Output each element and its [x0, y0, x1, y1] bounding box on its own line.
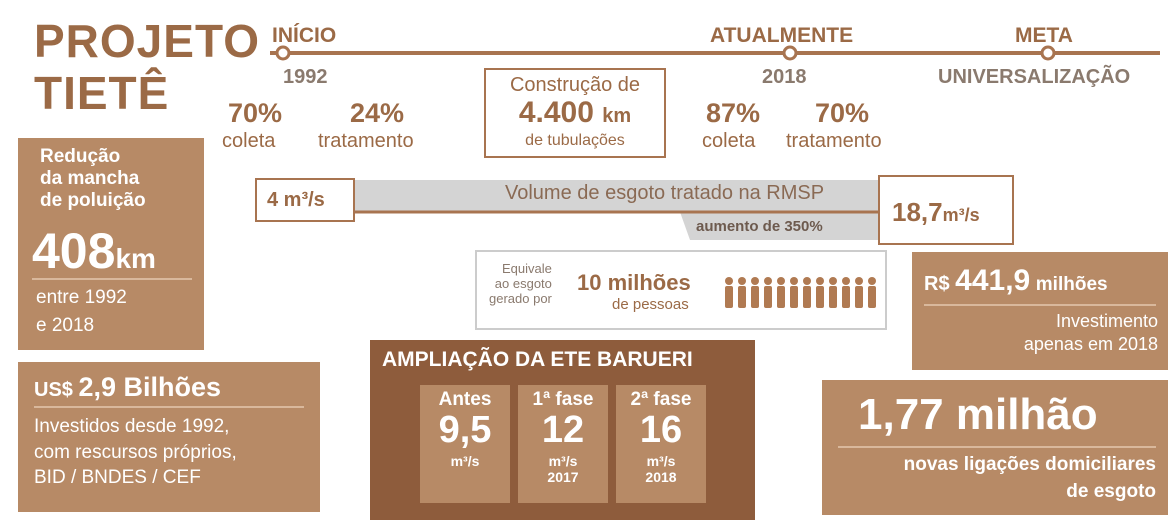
phase-year: 2017: [547, 469, 579, 485]
volume-end-box: 18,7m³/s: [878, 175, 1014, 245]
stat-label: tratamento: [786, 130, 882, 152]
equivalence-value: 10 milhões: [577, 270, 691, 295]
investment-2018-unit: milhões: [1035, 274, 1108, 295]
pollution-box: Redução da mancha de poluição 408km entr…: [18, 138, 204, 350]
phase-unit: m³/s: [450, 453, 480, 469]
phase-label: 2ª fase: [630, 389, 692, 410]
phase-label: Antes: [438, 389, 492, 410]
investment-line: BID / BNDES / CEF: [34, 467, 201, 489]
phase-unit: m³/s: [548, 453, 578, 469]
pollution-period: entre 1992 e 2018: [36, 284, 127, 339]
timeline-label: INÍCIO: [272, 24, 337, 47]
connections-box: 1,77 milhão novas ligações domiciliares …: [822, 380, 1168, 515]
phase-value: 16: [639, 409, 683, 451]
timeline-label: ATUALMENTE: [710, 24, 854, 47]
construction-value: 4.400: [518, 96, 594, 129]
volume-end-value: 18,7: [892, 197, 943, 227]
phase-label: 1ª fase: [532, 389, 594, 410]
pollution-line: de poluição: [40, 189, 146, 211]
timeline-year: UNIVERSALIZAÇÃO: [938, 66, 1131, 88]
timeline-graphic: [270, 45, 1160, 61]
stat-value: 70%: [228, 98, 283, 128]
stat-label: coleta: [702, 130, 756, 152]
connections-text: novas ligações domiciliares de esgoto: [904, 452, 1156, 505]
volume-start: 4 m³/s: [267, 189, 325, 211]
construction-top: Construção de: [509, 74, 641, 96]
investment-2018-value: 441,9: [955, 264, 1031, 297]
divider: [34, 406, 304, 408]
connections-line: de esgoto: [1066, 480, 1156, 502]
construction-bottom: de tubulações: [525, 132, 625, 149]
investment-2018-text: Investimento apenas em 2018: [1024, 310, 1158, 355]
phase-value: 9,5: [438, 409, 492, 451]
title-line: TIETÊ: [34, 67, 170, 119]
pollution-period-line: e 2018: [36, 314, 95, 336]
volume-label: Volume de esgoto tratado na RMSP: [505, 182, 825, 204]
investment-2018-line: Investimento: [1055, 311, 1158, 331]
phase-year: 2018: [645, 469, 677, 485]
equivalence-unit: de pessoas: [612, 296, 689, 313]
timeline-dot: [275, 45, 291, 61]
volume-end-unit: m³/s: [942, 205, 980, 225]
timeline-dot: [782, 45, 798, 61]
timeline-year: 2018: [762, 66, 807, 88]
phase-unit: m³/s: [646, 453, 676, 469]
timeline-label: META: [1015, 24, 1073, 47]
equivalence-line: gerado por: [489, 290, 552, 306]
stat-value: 24%: [350, 98, 405, 128]
volume-graphic: [330, 180, 880, 240]
pollution-line: Redução: [40, 146, 121, 167]
ete-phase: 2ª fase 16 m³/s 2018: [616, 385, 706, 503]
investment-currency: US$: [34, 379, 73, 401]
volume-band: [330, 180, 880, 240]
ete-box: AMPLIAÇÃO DA ETE BARUERI Antes 9,5 m³/s …: [370, 340, 755, 520]
pollution-value: 408: [32, 223, 116, 279]
divider: [32, 278, 192, 280]
stat-label: coleta: [222, 130, 276, 152]
stat-value: 87%: [706, 98, 761, 128]
investment-2018-currency: R$: [924, 273, 950, 295]
divider: [924, 304, 1156, 306]
ete-title: AMPLIAÇÃO DA ETE BARUERI: [382, 348, 693, 371]
equivalence-box: Equivale ao esgoto gerado por 10 milhões…: [475, 250, 887, 330]
investment-2018-line: apenas em 2018: [1023, 333, 1158, 354]
pollution-text: Redução da mancha de poluição: [40, 146, 146, 212]
timeline-year: 1992: [283, 66, 328, 88]
ete-phase: Antes 9,5 m³/s: [420, 385, 510, 503]
divider: [838, 446, 1156, 448]
connections-line: novas ligações domiciliares: [903, 454, 1156, 475]
equivalence-text: Equivale ao esgoto gerado por: [489, 261, 552, 307]
investment-value: 2,9 Bilhões: [78, 372, 222, 402]
investment-line: com rescursos próprios,: [34, 441, 237, 463]
volume-start-box: 4 m³/s: [255, 178, 355, 222]
investment-text: Investidos desde 1992, com rescursos pró…: [34, 414, 237, 491]
investment-2018-box: R$ 441,9 milhões Investimento apenas em …: [912, 252, 1168, 370]
title-line: PROJETO: [34, 15, 260, 67]
pollution-unit: km: [115, 243, 156, 274]
connections-value: 1,77 milhão: [858, 390, 1098, 439]
construction-box: Construção de 4.400 km de tubulações: [484, 68, 666, 158]
volume-increase: aumento de 350%: [696, 218, 823, 235]
investment-line: Investidos desde 1992,: [34, 416, 230, 437]
pollution-line: da mancha: [40, 167, 140, 189]
stat-value: 70%: [815, 98, 870, 128]
pollution-period-line: entre 1992: [36, 287, 127, 308]
equivalence-line: ao esgoto: [494, 275, 552, 291]
ete-phase: 1ª fase 12 m³/s 2017: [518, 385, 608, 503]
timeline-dot: [1040, 45, 1056, 61]
equivalence-line: Equivale: [502, 261, 552, 276]
stat-label: tratamento: [318, 130, 414, 152]
construction-unit: km: [602, 105, 632, 127]
people-icons: [725, 277, 876, 308]
phase-value: 12: [541, 409, 585, 451]
investment-box: US$ 2,9 Bilhões Investidos desde 1992, c…: [18, 362, 320, 512]
